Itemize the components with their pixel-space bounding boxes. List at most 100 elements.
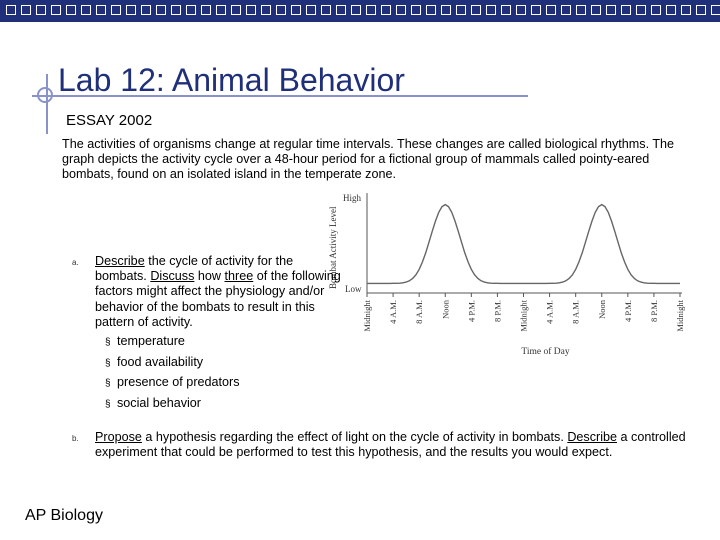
banner-square: [711, 5, 720, 15]
y-axis-title: Bombat Activity Level: [328, 206, 338, 289]
banner-square: [696, 5, 706, 15]
bullet-icon: §: [105, 357, 111, 369]
banner-square: [621, 5, 631, 15]
x-tick-label: 4 A.M.: [545, 300, 555, 324]
course-footer: AP Biology: [25, 507, 103, 524]
banner-square: [396, 5, 406, 15]
x-tick-label: 4 P.M.: [466, 300, 476, 322]
banner-square: [456, 5, 466, 15]
factor-label: presence of predators: [117, 375, 240, 390]
factor-label: social behavior: [117, 395, 202, 410]
factor-item: § presence of predators: [105, 373, 343, 394]
describe-keyword: Describe: [567, 430, 618, 444]
banner-square: [381, 5, 391, 15]
banner-square: [21, 5, 31, 15]
banner-square: [636, 5, 646, 15]
banner-square: [81, 5, 91, 15]
question-a: Describe the cycle of activity for the b…: [95, 254, 343, 414]
factor-item: § social behavior: [105, 394, 343, 415]
banner-square: [561, 5, 571, 15]
banner-square: [681, 5, 691, 15]
question-b-text-1: a hypothesis regarding the effect of lig…: [141, 430, 568, 444]
banner-square: [366, 5, 376, 15]
x-tick-label: Midnight: [362, 299, 372, 331]
top-banner: [0, 0, 720, 22]
banner-square: [336, 5, 346, 15]
question-b-label: b.: [72, 434, 79, 443]
banner-square: [426, 5, 436, 15]
banner-square: [111, 5, 121, 15]
banner-square: [156, 5, 166, 15]
discuss-keyword: Discuss: [150, 269, 195, 284]
banner-square: [546, 5, 556, 15]
x-tick-label: 8 P.M.: [492, 300, 502, 322]
bullet-icon: §: [105, 398, 111, 410]
x-tick-label: Midnight: [519, 299, 529, 331]
banner-square: [486, 5, 496, 15]
banner-square: [666, 5, 676, 15]
x-tick-label: 8 A.M.: [571, 300, 581, 324]
factor-label: temperature: [117, 334, 185, 349]
title-vertical-rule: [46, 74, 48, 134]
banner-square: [291, 5, 301, 15]
x-tick-label: Noon: [597, 299, 607, 319]
banner-square: [531, 5, 541, 15]
banner-square: [306, 5, 316, 15]
question-b-text-2: a controlled experiment that could be pe…: [95, 430, 686, 460]
essay-heading: ESSAY 2002: [66, 112, 153, 129]
x-tick-label: 4 P.M.: [623, 300, 633, 322]
question-a-text-1: the cycle of activity for the bombats.: [95, 254, 294, 284]
banner-square: [246, 5, 256, 15]
banner-square: [126, 5, 136, 15]
banner-square: [201, 5, 211, 15]
x-axis-title: Time of Day: [521, 346, 569, 357]
banner-square: [321, 5, 331, 15]
banner-square: [66, 5, 76, 15]
banner-square: [606, 5, 616, 15]
banner-square: [96, 5, 106, 15]
banner-square: [231, 5, 241, 15]
banner-square: [516, 5, 526, 15]
intro-paragraph: The activities of organisms change at re…: [62, 137, 675, 181]
factor-list: § temperature § food availability § presenc…: [105, 332, 343, 414]
banner-square: [216, 5, 226, 15]
activity-chart: High Low Bombat Activity Level Midnight 4 A.…: [328, 193, 685, 357]
banner-square: [6, 5, 16, 15]
describe-keyword: Describe: [95, 254, 145, 268]
x-tick-label: Midnight: [675, 299, 685, 331]
factor-item: § temperature: [105, 332, 343, 353]
banner-square: [51, 5, 61, 15]
banner-square: [591, 5, 601, 15]
slide-title: Lab 12: Animal Behavior: [58, 62, 405, 98]
question-b: Propose a hypothesis regarding the effec…: [95, 430, 695, 460]
propose-keyword: Propose: [95, 430, 142, 444]
banner-square: [501, 5, 511, 15]
x-tick-label: 8 P.M.: [649, 300, 659, 322]
bullet-icon: §: [105, 337, 111, 349]
question-a-label: a.: [72, 258, 79, 267]
y-tick-label-high: High: [343, 193, 362, 203]
x-tick-label: Noon: [440, 299, 450, 319]
question-a-text-2: how: [194, 269, 225, 284]
banner-square: [411, 5, 421, 15]
x-tick-label: 8 A.M.: [414, 300, 424, 324]
three-keyword: three: [224, 269, 254, 284]
banner-square: [576, 5, 586, 15]
banner-square: [36, 5, 46, 15]
banner-square: [441, 5, 451, 15]
x-tick-label: 4 A.M.: [388, 300, 398, 324]
banner-square: [186, 5, 196, 15]
title-underline: [32, 95, 528, 97]
y-tick-label-low: Low: [345, 284, 362, 294]
banner-square: [171, 5, 181, 15]
banner-square: [141, 5, 151, 15]
factor-label: food availability: [117, 354, 204, 369]
question-a-text-3: of the following factors might affect th…: [95, 269, 341, 329]
banner-square: [261, 5, 271, 15]
factor-item: § food availability: [105, 353, 343, 374]
banner-square: [471, 5, 481, 15]
bullet-icon: §: [105, 378, 111, 390]
activity-series-line: [367, 203, 680, 285]
banner-square: [651, 5, 661, 15]
banner-square: [276, 5, 286, 15]
